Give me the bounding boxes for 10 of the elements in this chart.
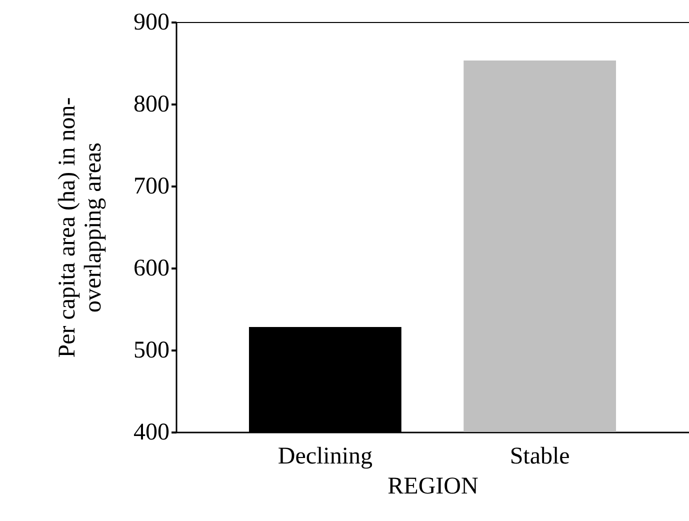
x-tick-label: Declining	[278, 444, 372, 470]
y-tick-label: 500	[134, 338, 170, 364]
y-tick-label: 700	[134, 174, 170, 200]
y-tick-label: 900	[134, 10, 170, 36]
x-tick-label: Stable	[510, 444, 570, 470]
x-axis-title: REGION	[388, 474, 478, 500]
y-tick-label: 400	[134, 420, 170, 446]
y-tick-label: 600	[134, 256, 170, 282]
y-axis-title: Per capita area (ha) in non-overlapping areas	[54, 97, 106, 358]
y-tick-label: 800	[134, 92, 170, 118]
